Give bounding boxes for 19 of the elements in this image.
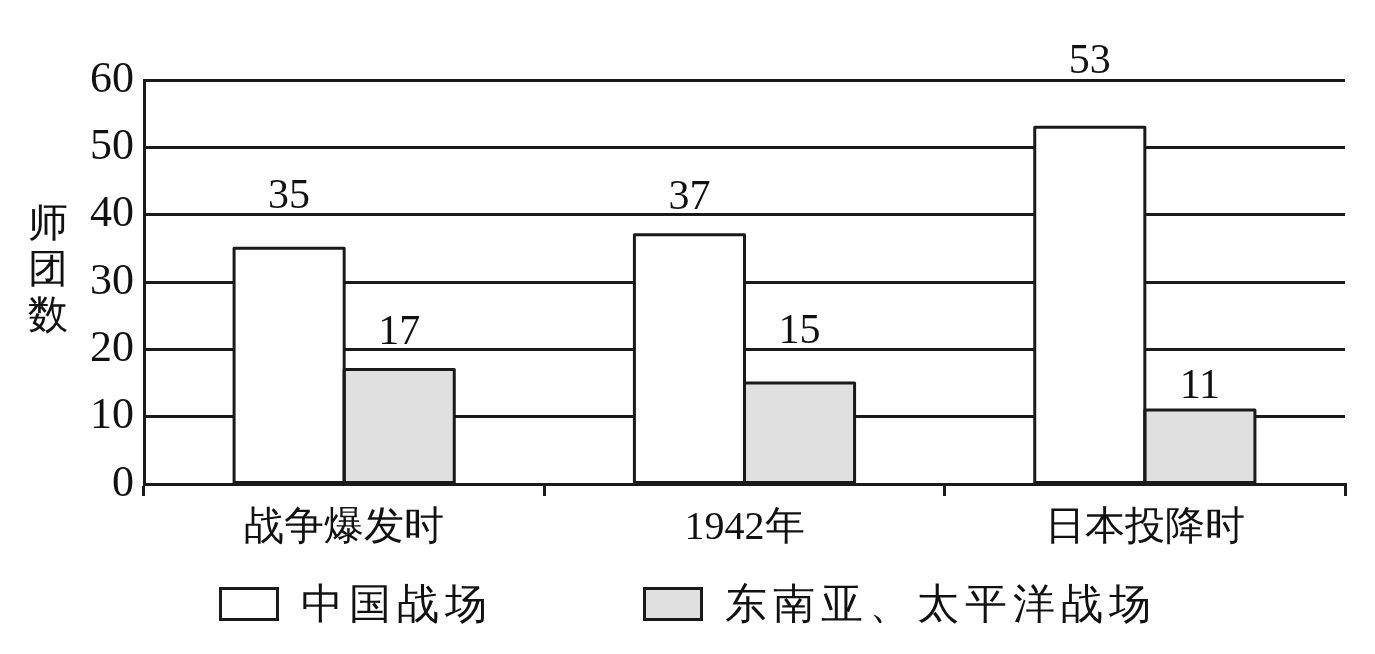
y-tick-label: 20 <box>90 321 134 371</box>
y-tick-label: 60 <box>90 52 134 102</box>
text: 中国战场 <box>300 580 493 629</box>
data-label: 15 <box>778 306 821 352</box>
data-label: 17 <box>378 306 421 353</box>
y-tick-label: 50 <box>90 119 134 169</box>
legend-label: 东南亚、太平洋战场 <box>724 580 1157 629</box>
data-label: 37 <box>668 171 711 218</box>
data-label: 53 <box>1068 36 1111 83</box>
y-tick-label: 40 <box>90 187 134 237</box>
y-axis-title: 师团数 <box>28 200 69 338</box>
y-tick-label: 0 <box>112 456 134 506</box>
x-tick-label: 战争爆发时 <box>244 502 445 548</box>
x-tick-label: 日本投降时 <box>1044 502 1245 548</box>
y-tick-label: 10 <box>90 389 134 439</box>
data-label: 11 <box>1179 360 1221 407</box>
data-label: 35 <box>268 171 311 218</box>
x-tick-label: 1942年 <box>684 502 805 548</box>
y-tick-label: 30 <box>90 254 134 304</box>
